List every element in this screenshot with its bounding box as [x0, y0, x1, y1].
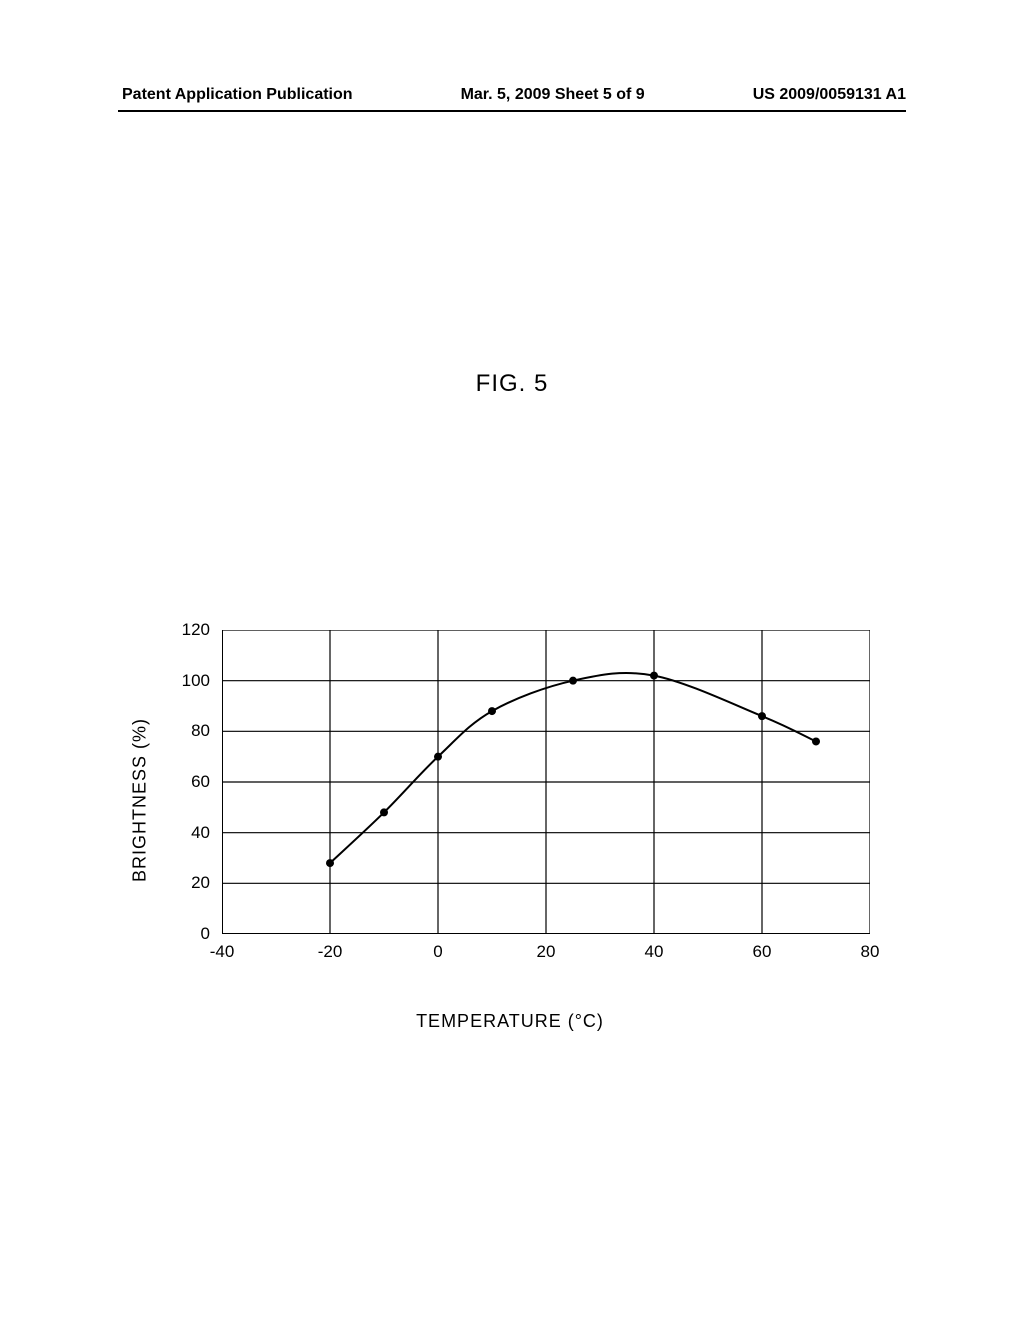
- x-tick-label: 80: [861, 942, 880, 962]
- header-center: Mar. 5, 2009 Sheet 5 of 9: [461, 86, 645, 104]
- y-tick-label: 40: [191, 823, 210, 843]
- y-tick-label: 80: [191, 721, 210, 741]
- header-divider: [118, 110, 906, 112]
- x-tick-label: 40: [645, 942, 664, 962]
- page-header: Patent Application Publication Mar. 5, 2…: [0, 86, 1024, 104]
- chart-svg: [222, 630, 870, 934]
- chart-container: BRIGHTNESS (%) 020406080100120-40-200204…: [150, 630, 870, 970]
- x-tick-label: -40: [210, 942, 235, 962]
- y-tick-label: 60: [191, 772, 210, 792]
- x-tick-label: 0: [433, 942, 442, 962]
- x-tick-label: 60: [753, 942, 772, 962]
- x-tick-label: 20: [537, 942, 556, 962]
- header-left: Patent Application Publication: [122, 86, 353, 104]
- y-tick-label: 20: [191, 873, 210, 893]
- header-right: US 2009/0059131 A1: [753, 86, 906, 104]
- y-tick-label: 120: [182, 620, 210, 640]
- x-tick-label: -20: [318, 942, 343, 962]
- y-tick-label: 100: [182, 671, 210, 691]
- y-axis-label: BRIGHTNESS (%): [130, 718, 151, 882]
- x-axis-label: TEMPERATURE (°C): [416, 1011, 604, 1032]
- figure-label: FIG. 5: [0, 370, 1024, 398]
- y-tick-label: 0: [201, 924, 210, 944]
- plot-area: 020406080100120-40-20020406080: [222, 630, 870, 934]
